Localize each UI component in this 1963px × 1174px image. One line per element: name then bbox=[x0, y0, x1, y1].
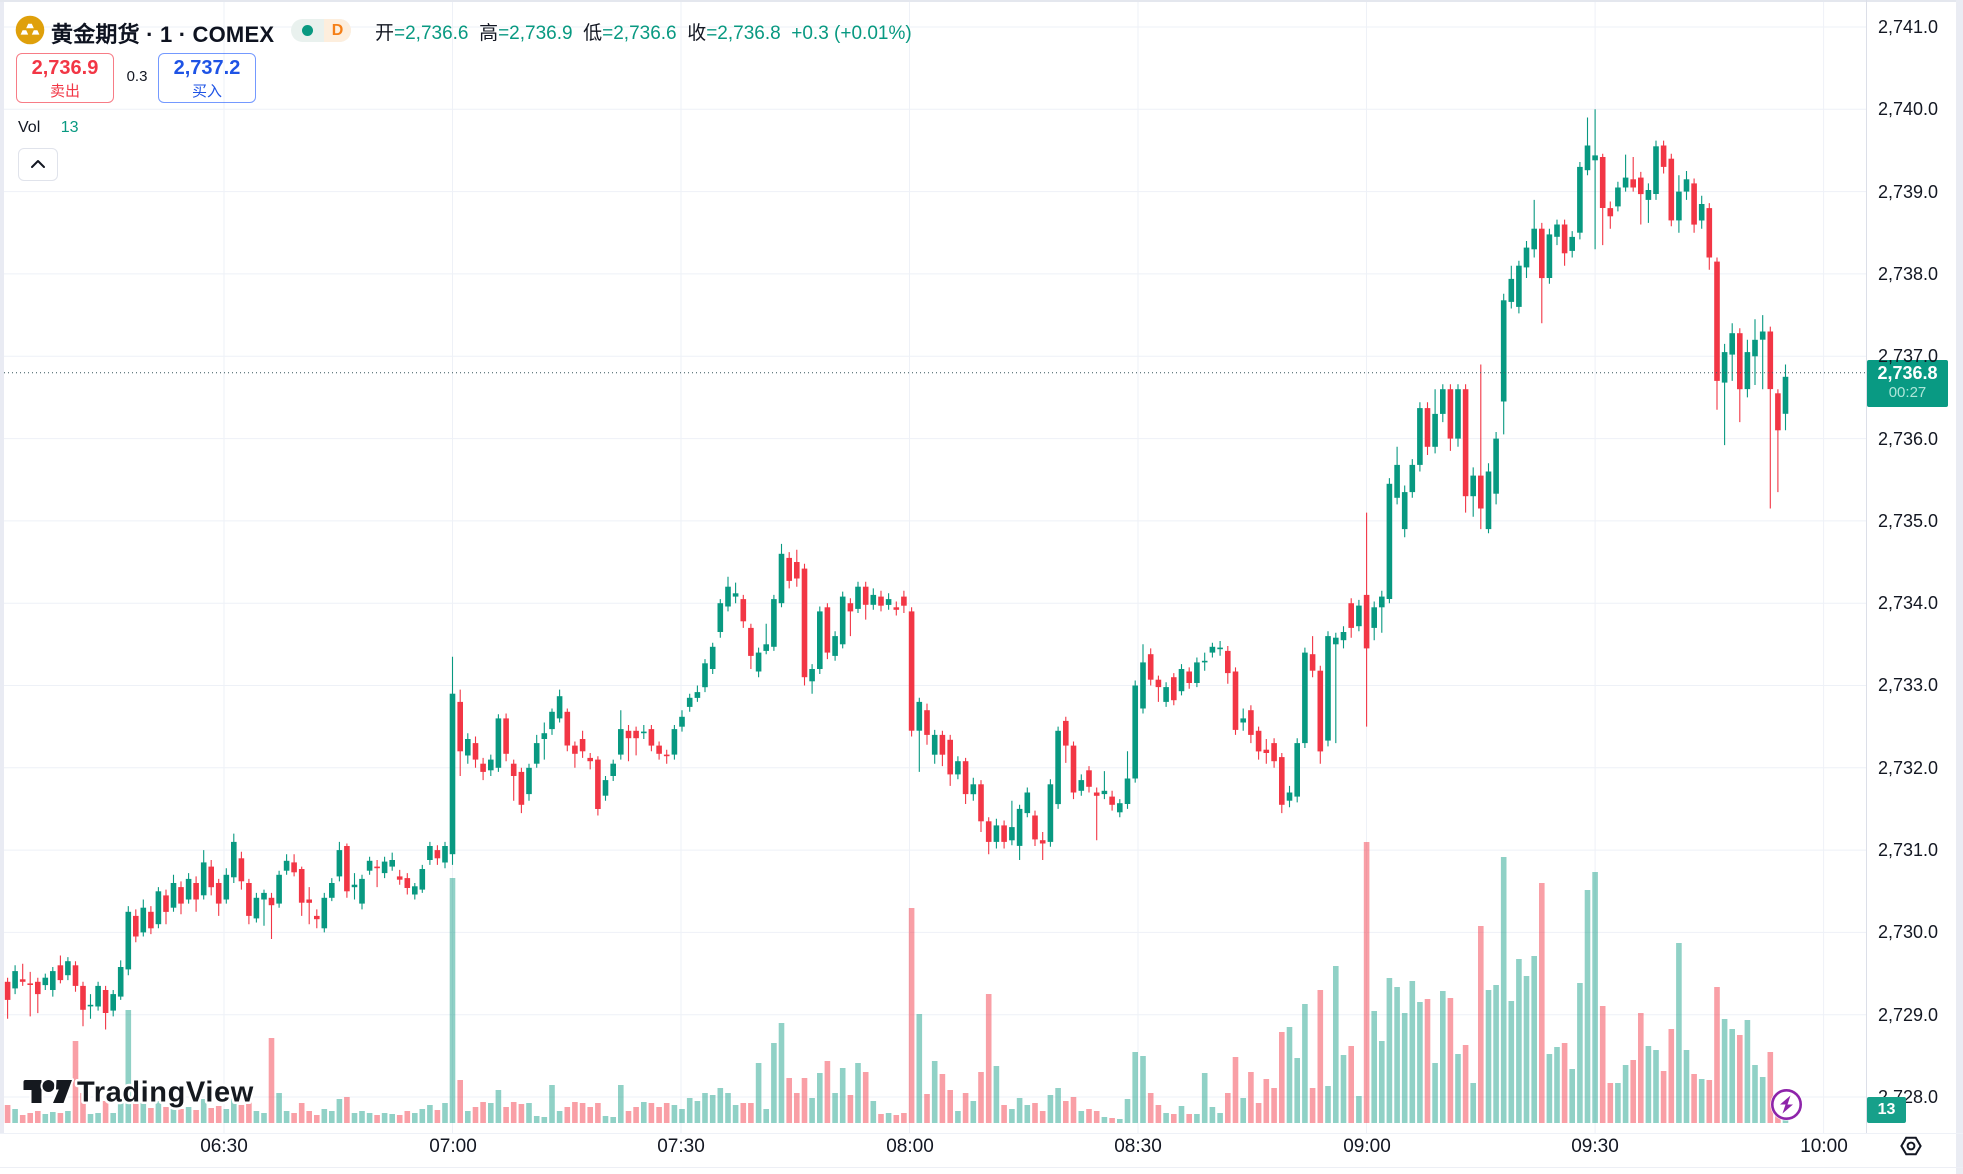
svg-text:TradingView: TradingView bbox=[77, 1077, 254, 1109]
